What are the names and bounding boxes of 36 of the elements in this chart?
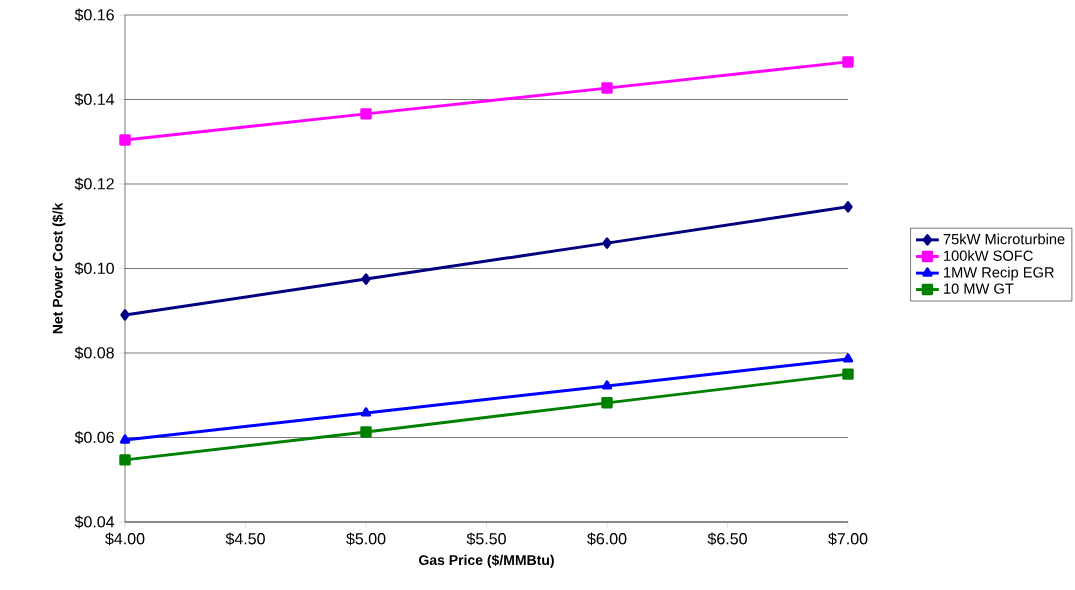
point xyxy=(119,454,131,466)
point xyxy=(602,237,612,249)
y-tick-label: $0.10 xyxy=(74,262,114,275)
x-tick-label: $5.00 xyxy=(346,532,386,546)
y-tick-label: $0.16 xyxy=(74,8,114,22)
x-tick-label: $4.00 xyxy=(105,532,145,546)
y-tick-label: $0.06 xyxy=(74,431,114,444)
legend-label: 100kW SOFC xyxy=(944,250,1033,261)
point xyxy=(843,201,853,213)
y-tick-label: $0.14 xyxy=(74,93,115,106)
y-tick-label: $0.12 xyxy=(74,177,114,191)
point xyxy=(361,273,371,285)
point xyxy=(601,397,613,409)
y-axis-title: Net Power Cost ($/k xyxy=(52,202,66,334)
x-tick-label: $5.50 xyxy=(466,532,506,546)
point xyxy=(601,82,613,94)
point xyxy=(842,368,854,380)
point xyxy=(120,309,130,321)
x-tick-label: $6.50 xyxy=(707,532,747,546)
y-tick-label: $0.08 xyxy=(74,346,114,360)
point xyxy=(842,353,854,363)
point xyxy=(119,434,131,444)
point xyxy=(842,56,854,68)
x-axis-title: Gas Price ($/MMBtu) xyxy=(419,554,554,568)
point xyxy=(601,380,613,390)
legend-label: 10 MW GT xyxy=(944,283,1014,294)
legend-label: 75kW Microturbine xyxy=(943,233,1065,245)
x-tick-label: $4.50 xyxy=(225,532,265,546)
point xyxy=(360,407,372,417)
x-tick-label: $7.00 xyxy=(828,532,868,546)
point xyxy=(360,426,372,438)
point xyxy=(119,134,131,146)
x-tick-label: $6.00 xyxy=(587,532,627,546)
y-tick-label: $0.04 xyxy=(74,515,115,529)
legend-label: 1MW Recip EGR xyxy=(944,266,1054,281)
point xyxy=(360,108,372,120)
